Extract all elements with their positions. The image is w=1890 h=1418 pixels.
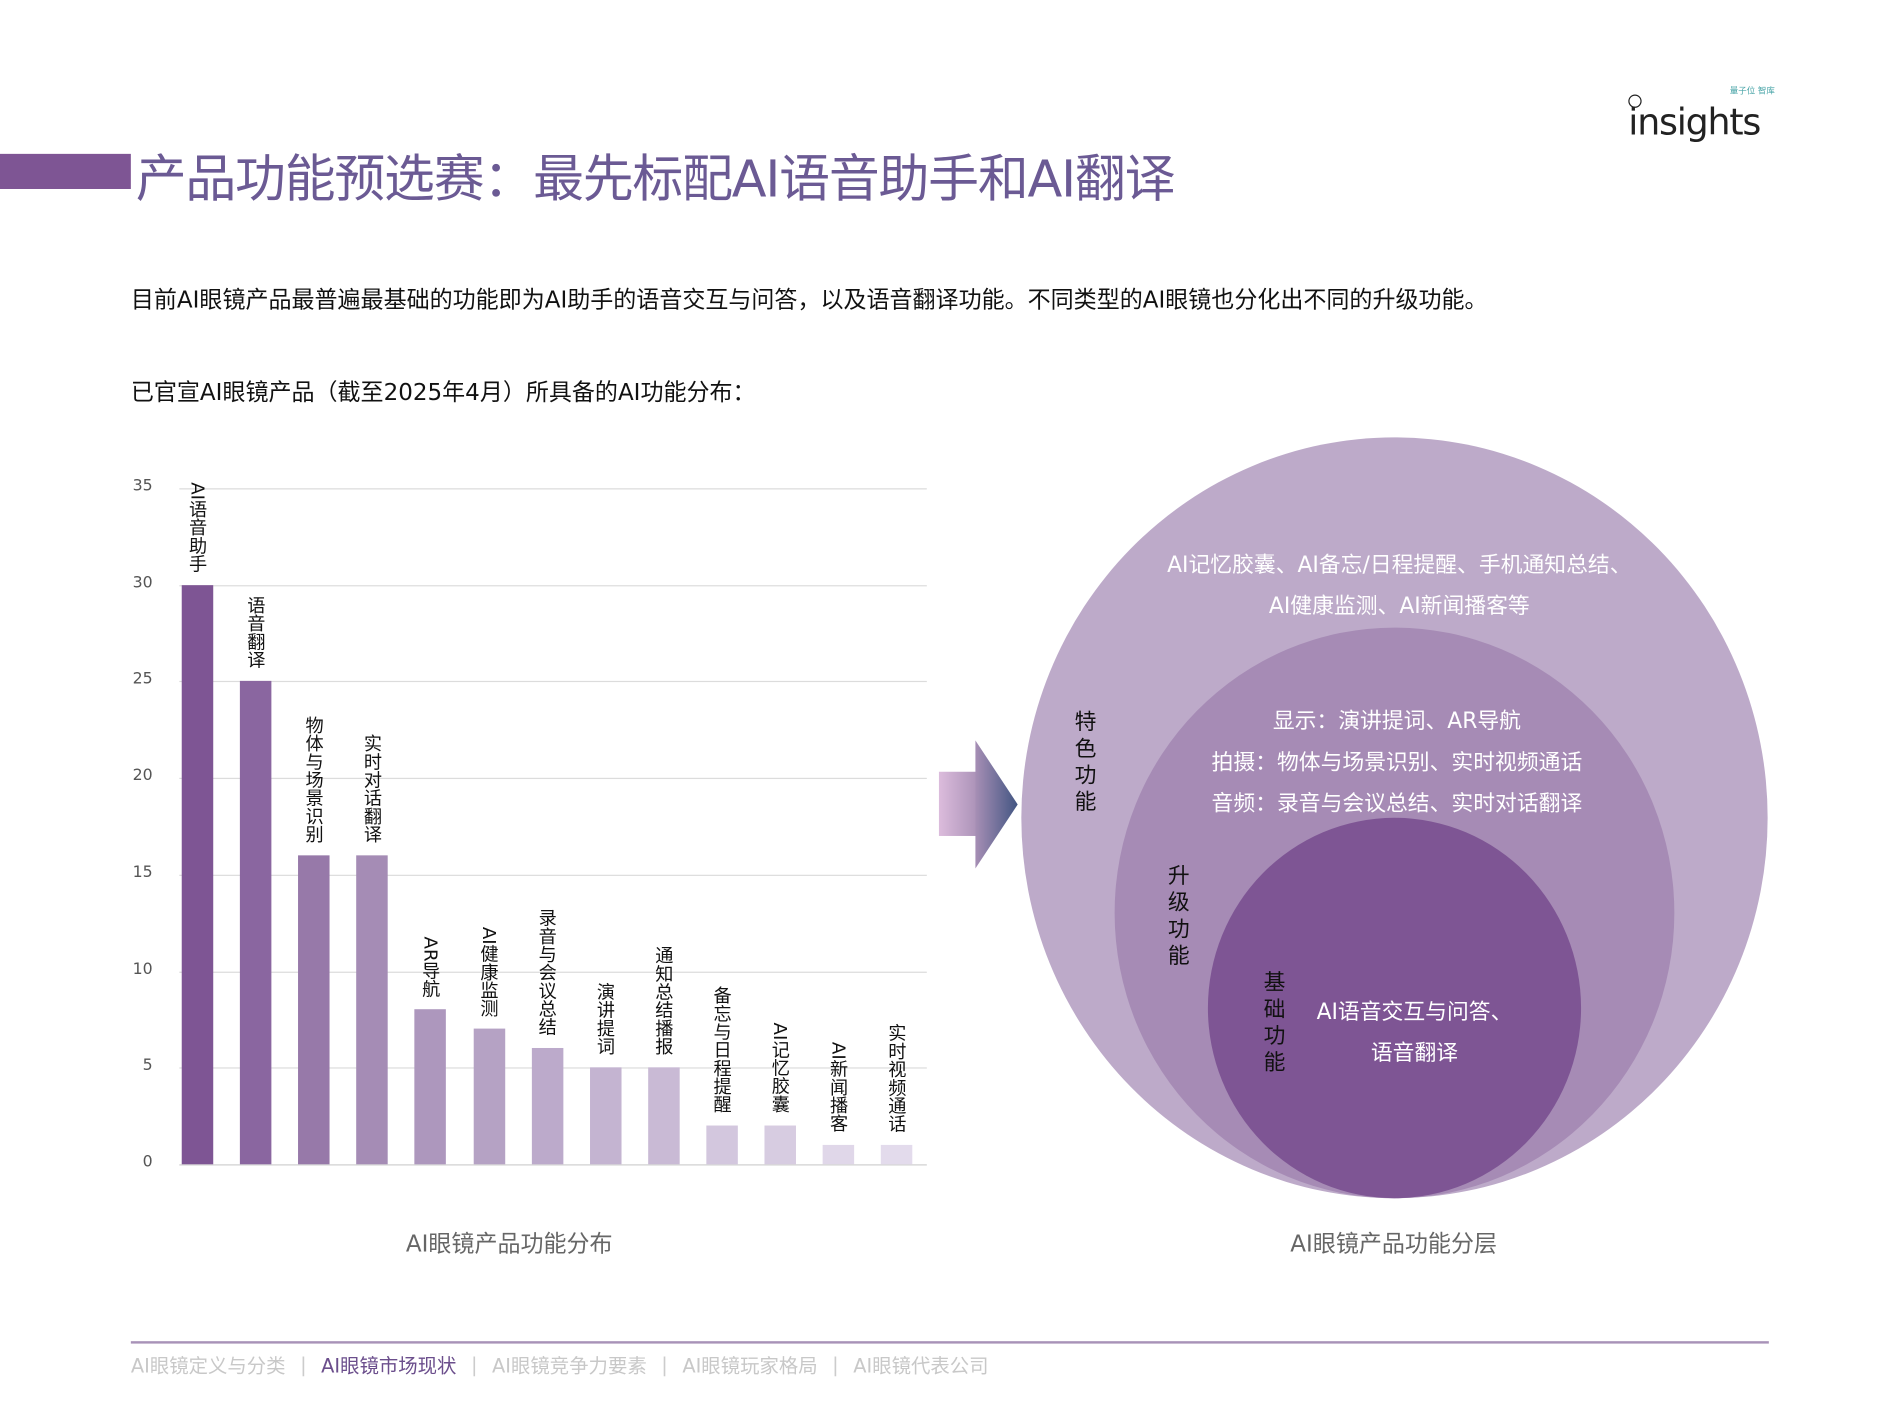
chart-subtitle: 已官宣AI眼镜产品（截至2025年4月）所具备的AI功能分布： — [130, 379, 756, 406]
nav-separator: | — [470, 1352, 478, 1376]
inner-layer-label: 基础功能 — [1260, 970, 1286, 1078]
outer-layer-label: 特色功能 — [1071, 709, 1097, 817]
bar-label: 实时对话翻译 — [361, 734, 384, 844]
bar — [298, 855, 330, 1165]
bar-label: 录音与会议总结 — [536, 909, 559, 1037]
y-tick-label: 30 — [132, 573, 153, 593]
bar-label: 物体与场景识别 — [303, 715, 325, 844]
y-tick-label: 10 — [132, 960, 153, 979]
insights-logo: 量子位 智库 insights — [1623, 86, 1775, 151]
bar — [764, 1125, 796, 1165]
y-tick-label: 20 — [132, 767, 153, 786]
y-tick-label: 35 — [132, 477, 153, 496]
footer-nav: AI眼镜定义与分类 | AI眼镜市场现状 | AI眼镜竞争力要素 | AI眼镜玩… — [131, 1350, 989, 1379]
gridline — [179, 488, 927, 490]
outer-line: AI健康监测、AI新闻播客等 — [1268, 593, 1530, 620]
logo-ring-icon — [1628, 94, 1642, 108]
bar — [414, 1009, 447, 1165]
bar-label: AI健康监测 — [477, 926, 500, 1017]
bar-label: 演讲提词 — [594, 982, 617, 1056]
bar-label: 实时视频通话 — [885, 1023, 908, 1133]
nav-separator: | — [661, 1352, 668, 1376]
nav-item-definition[interactable]: AI眼镜定义与分类 — [130, 1354, 286, 1378]
bar-chart: 0 5 10 15 20 25 30 35 AI语音助手语音翻译物体与场景识别 实时对话翻译 AR导… — [0, 0, 969, 1272]
bar — [356, 855, 389, 1165]
bar-label: 通知总结播报 — [652, 946, 675, 1056]
bar — [647, 1067, 680, 1165]
middle-layer-text: 显示：演讲提词、AR导航 拍摄：物体与场景识别、实时视频通话 音频：录音与会议总… — [1187, 701, 1606, 825]
gridline — [179, 1164, 927, 1166]
bar-label: 语音翻译 — [244, 596, 267, 670]
bar-label: AI记忆胶囊 — [769, 1023, 792, 1114]
bar — [239, 681, 272, 1165]
middle-line: 拍摄：物体与场景识别、实时视频通话 — [1211, 749, 1583, 776]
footer-divider — [130, 1341, 1769, 1344]
logo-small-text: 量子位 智库 — [1729, 86, 1775, 96]
inner-layer-ellipse — [1207, 817, 1582, 1199]
nav-item-market[interactable]: AI眼镜市场现状 — [321, 1354, 457, 1378]
gridline — [179, 777, 927, 780]
outer-line: AI记忆胶囊、AI备忘/日程提醒、手机通知总结、 — [1167, 552, 1632, 578]
diagram-caption: AI眼镜产品功能分层 — [1290, 1230, 1497, 1258]
arrow-right-icon — [975, 740, 1018, 869]
bar — [881, 1144, 913, 1165]
chart-caption: AI眼镜产品功能分布 — [405, 1230, 613, 1258]
middle-line: 显示：演讲提词、AR导航 — [1272, 708, 1521, 735]
y-tick-label: 15 — [132, 863, 153, 882]
intro-text: 目前AI眼镜产品最普遍最基础的功能即为AI助手的语音交互与问答，以及语音翻译功能… — [130, 287, 1488, 314]
nav-item-competitiveness[interactable]: AI眼镜竞争力要素 — [492, 1354, 647, 1378]
bar — [822, 1144, 855, 1165]
nav-separator: | — [832, 1352, 839, 1376]
bar — [531, 1048, 563, 1165]
nav-item-players[interactable]: AI眼镜玩家格局 — [682, 1354, 818, 1378]
bar-label: AR导航 — [419, 936, 442, 998]
bar-label: AI新闻播客 — [827, 1042, 850, 1133]
page-title: 产品功能预选赛：最先标配AI语音助手和AI翻译 — [135, 149, 1176, 209]
bar — [589, 1067, 622, 1165]
middle-layer-label: 升级功能 — [1164, 863, 1190, 971]
gridline — [179, 874, 927, 876]
middle-line: 音频：录音与会议总结、实时对话翻译 — [1211, 791, 1583, 817]
logo-word: insights — [1628, 101, 1761, 145]
outer-layer-text: AI记忆胶囊、AI备忘/日程提醒、手机通知总结、 AI健康监测、AI新闻播客等 — [1090, 545, 1708, 627]
nav-separator: | — [300, 1352, 307, 1376]
bar — [473, 1029, 505, 1165]
nav-item-companies[interactable]: AI眼镜代表公司 — [853, 1354, 989, 1378]
title-accent-bar — [0, 153, 131, 190]
bar-label: 备忘与日程提醒 — [711, 986, 733, 1114]
inner-layer-text: AI语音交互与问答、 语音翻译 — [1302, 992, 1526, 1074]
inner-line: 语音翻译 — [1370, 1040, 1459, 1067]
y-tick-label: 25 — [132, 670, 153, 689]
y-tick-label: 5 — [142, 1056, 153, 1075]
bar-label: AI语音助手 — [186, 482, 209, 573]
gridline — [179, 681, 927, 683]
bar — [181, 584, 214, 1165]
gridline — [179, 971, 927, 973]
bar — [706, 1125, 738, 1165]
arrow-shaft — [938, 771, 981, 836]
gridline — [179, 584, 927, 587]
y-tick-label: 0 — [142, 1153, 153, 1172]
inner-line: AI语音交互与问答、 — [1316, 999, 1513, 1025]
